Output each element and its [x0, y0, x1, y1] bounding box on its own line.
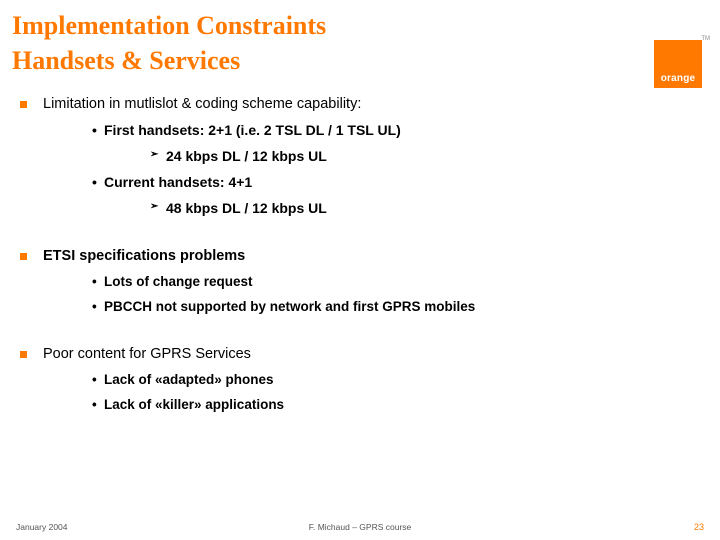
slide: orange TM Implementation Constraints Han…: [0, 0, 720, 540]
square-bullet-icon: [20, 351, 27, 358]
logo-trademark: TM: [701, 36, 710, 42]
content-body: Limitation in mutlislot & coding scheme …: [12, 96, 708, 412]
orange-logo: orange: [654, 40, 702, 88]
bullet-limitation-text: Limitation in mutlislot & coding scheme …: [43, 96, 361, 112]
logo-text: orange: [661, 73, 696, 84]
title-line-1: Implementation Constraints: [12, 8, 708, 43]
sub-first-handsets: First handsets: 2+1 (i.e. 2 TSL DL / 1 T…: [92, 122, 708, 138]
title-block: Implementation Constraints Handsets & Se…: [12, 8, 708, 78]
bullet-poor-content: Poor content for GPRS Services: [20, 346, 708, 362]
sub-change-request: Lots of change request: [92, 274, 708, 289]
detail-24kbps: 24 kbps DL / 12 kbps UL: [150, 148, 708, 164]
detail-48kbps: 48 kbps DL / 12 kbps UL: [150, 200, 708, 216]
title-line-2: Handsets & Services: [12, 43, 708, 78]
footer-author: F. Michaud – GPRS course: [309, 522, 412, 532]
page-number: 23: [694, 522, 704, 532]
bullet-etsi-text: ETSI specifications problems: [43, 248, 245, 264]
bullet-poor-content-text: Poor content for GPRS Services: [43, 346, 251, 362]
sub-current-handsets: Current handsets: 4+1: [92, 174, 708, 190]
sub-pbcch: PBCCH not supported by network and first…: [92, 299, 708, 314]
square-bullet-icon: [20, 253, 27, 260]
bullet-etsi: ETSI specifications problems: [20, 248, 708, 264]
footer: January 2004 F. Michaud – GPRS course 23: [0, 522, 720, 532]
sub-adapted-phones: Lack of «adapted» phones: [92, 372, 708, 387]
footer-date: January 2004: [16, 522, 68, 532]
square-bullet-icon: [20, 101, 27, 108]
sub-killer-apps: Lack of «killer» applications: [92, 397, 708, 412]
bullet-limitation: Limitation in mutlislot & coding scheme …: [20, 96, 708, 112]
